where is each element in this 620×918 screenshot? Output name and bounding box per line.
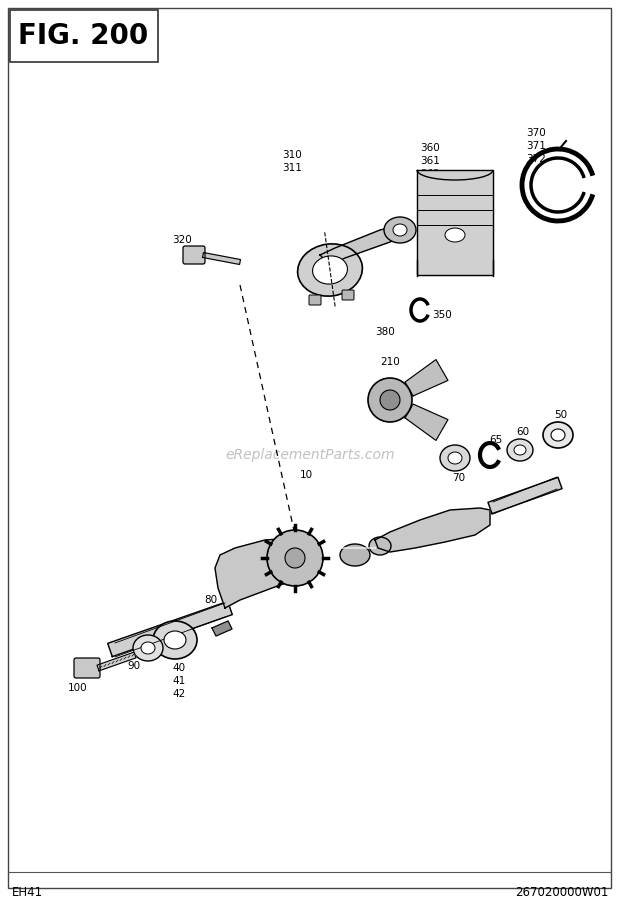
Text: EH41: EH41 bbox=[12, 886, 43, 899]
Text: 42: 42 bbox=[172, 689, 185, 699]
Text: FIG. 200: FIG. 200 bbox=[18, 22, 148, 50]
Text: 350: 350 bbox=[432, 310, 452, 320]
Polygon shape bbox=[320, 225, 405, 265]
Ellipse shape bbox=[393, 224, 407, 236]
Text: 360: 360 bbox=[420, 143, 440, 153]
Ellipse shape bbox=[448, 452, 462, 464]
Polygon shape bbox=[375, 508, 490, 552]
Ellipse shape bbox=[340, 544, 370, 566]
Text: 380: 380 bbox=[375, 327, 395, 337]
Text: eReplacementParts.com: eReplacementParts.com bbox=[225, 448, 395, 462]
Ellipse shape bbox=[440, 445, 470, 471]
Ellipse shape bbox=[141, 642, 155, 654]
FancyBboxPatch shape bbox=[8, 8, 611, 888]
Text: 60: 60 bbox=[516, 427, 529, 437]
Polygon shape bbox=[405, 360, 448, 396]
Text: 90: 90 bbox=[127, 661, 140, 671]
Text: 10: 10 bbox=[300, 470, 313, 480]
Text: 70: 70 bbox=[452, 473, 465, 483]
Ellipse shape bbox=[164, 631, 186, 649]
Polygon shape bbox=[212, 621, 232, 636]
Ellipse shape bbox=[551, 429, 565, 441]
Text: 210: 210 bbox=[380, 357, 400, 367]
Polygon shape bbox=[108, 601, 232, 656]
Text: 267020000W01: 267020000W01 bbox=[515, 886, 608, 899]
Ellipse shape bbox=[445, 228, 465, 242]
Ellipse shape bbox=[312, 256, 347, 284]
Polygon shape bbox=[405, 404, 448, 441]
Text: 370: 370 bbox=[526, 128, 546, 138]
Ellipse shape bbox=[298, 244, 362, 297]
Text: 100: 100 bbox=[68, 683, 87, 693]
Text: 320: 320 bbox=[172, 235, 192, 245]
Polygon shape bbox=[417, 170, 493, 275]
Text: 361: 361 bbox=[420, 156, 440, 166]
Circle shape bbox=[285, 548, 305, 568]
Text: 80: 80 bbox=[204, 595, 217, 605]
FancyBboxPatch shape bbox=[10, 10, 158, 62]
Polygon shape bbox=[97, 652, 136, 671]
Text: 50: 50 bbox=[554, 410, 567, 420]
Ellipse shape bbox=[153, 621, 197, 659]
FancyBboxPatch shape bbox=[74, 658, 100, 678]
Polygon shape bbox=[203, 252, 241, 264]
Text: 372: 372 bbox=[526, 154, 546, 164]
Ellipse shape bbox=[514, 445, 526, 455]
Circle shape bbox=[380, 390, 400, 410]
Text: 362: 362 bbox=[420, 169, 440, 179]
Text: 65: 65 bbox=[489, 435, 502, 445]
Ellipse shape bbox=[543, 422, 573, 448]
Polygon shape bbox=[215, 538, 320, 608]
Ellipse shape bbox=[369, 537, 391, 555]
FancyBboxPatch shape bbox=[342, 290, 354, 300]
FancyBboxPatch shape bbox=[183, 246, 205, 264]
Ellipse shape bbox=[133, 635, 163, 661]
Polygon shape bbox=[488, 477, 562, 514]
Ellipse shape bbox=[384, 217, 416, 243]
Circle shape bbox=[267, 530, 323, 586]
Circle shape bbox=[368, 378, 412, 422]
Text: 371: 371 bbox=[526, 141, 546, 151]
Text: 311: 311 bbox=[282, 163, 302, 173]
Text: 310: 310 bbox=[282, 150, 302, 160]
Text: 41: 41 bbox=[172, 676, 185, 686]
FancyBboxPatch shape bbox=[309, 295, 321, 305]
Text: 40: 40 bbox=[172, 663, 185, 673]
Ellipse shape bbox=[507, 439, 533, 461]
